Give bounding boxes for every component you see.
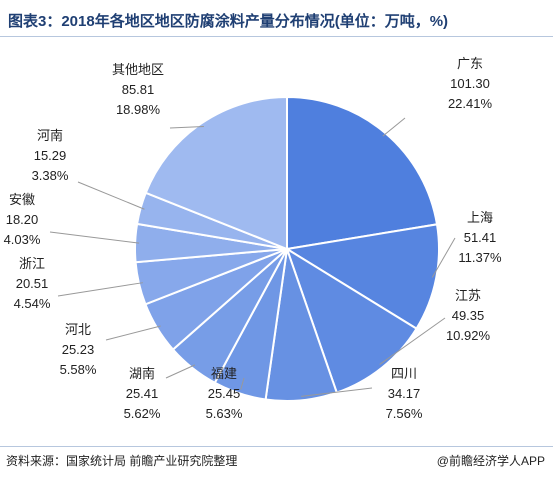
percent-label-11: 18.98% (116, 102, 161, 117)
pie-slice-1 (286, 95, 439, 251)
pie-slice-11 (144, 95, 288, 251)
percent-label-5: 5.63% (206, 406, 243, 421)
percent-label-9: 4.03% (4, 232, 41, 247)
value-label-11: 85.81 (122, 82, 155, 97)
category-label-7: 河北 (65, 322, 91, 337)
percent-label-6: 5.62% (124, 406, 161, 421)
value-label-3: 49.35 (452, 308, 485, 323)
category-label-8: 浙江 (19, 256, 45, 271)
percent-label-10: 3.38% (32, 168, 69, 183)
category-label-10: 河南 (37, 128, 63, 143)
brand-credit: @前瞻经济学人APP (436, 454, 545, 468)
value-label-8: 20.51 (16, 276, 49, 291)
pie-slice-3 (285, 246, 418, 394)
percent-label-2: 11.37% (458, 250, 502, 265)
leader-line-7 (105, 325, 161, 341)
percent-label-7: 5.58% (60, 362, 97, 377)
category-label-9: 安徽 (9, 192, 35, 207)
pie-slice-2 (284, 223, 440, 331)
percent-label-1: 22.41% (448, 96, 493, 111)
value-label-9: 18.20 (6, 212, 39, 227)
category-label-1: 广东 (457, 56, 483, 71)
leader-line-10 (77, 181, 145, 210)
leader-line-3 (379, 317, 446, 365)
leader-line-5 (240, 377, 245, 390)
leader-line-1 (382, 117, 406, 137)
category-label-5: 福建 (211, 366, 237, 381)
percent-label-4: 7.56% (386, 406, 423, 421)
footer-divider (0, 446, 553, 447)
category-label-3: 江苏 (455, 288, 481, 303)
category-label-2: 上海 (467, 210, 493, 225)
value-label-1: 101.30 (450, 76, 490, 91)
value-label-7: 25.23 (62, 342, 95, 357)
pie-chart: 广东 101.30 22.41% 上海 51.41 11.37% 江苏 49.35 10.92%… (4, 56, 502, 421)
percent-label-8: 4.54% (14, 296, 51, 311)
value-label-5: 25.45 (208, 386, 241, 401)
leader-line-4 (301, 387, 373, 397)
percent-label-3: 10.92% (446, 328, 491, 343)
leader-line-6 (165, 364, 196, 379)
leader-line-11 (169, 126, 204, 129)
value-label-10: 15.29 (34, 148, 67, 163)
category-label-11: 其他地区 (112, 62, 164, 77)
category-label-6: 湖南 (129, 366, 155, 381)
chart-title: 图表3：2018年各地区地区防腐涂料产量分布情况(单位：万吨，%) (8, 13, 449, 30)
title-divider (0, 36, 553, 37)
leader-line-9 (49, 231, 140, 244)
source-note: 资料来源：国家统计局 前瞻产业研究院整理 (6, 454, 238, 468)
leader-line-8 (57, 282, 143, 297)
category-label-4: 四川 (391, 366, 417, 381)
value-label-4: 34.17 (388, 386, 421, 401)
value-label-6: 25.41 (126, 386, 159, 401)
leader-line-2 (431, 237, 456, 278)
value-label-2: 51.41 (464, 230, 497, 245)
